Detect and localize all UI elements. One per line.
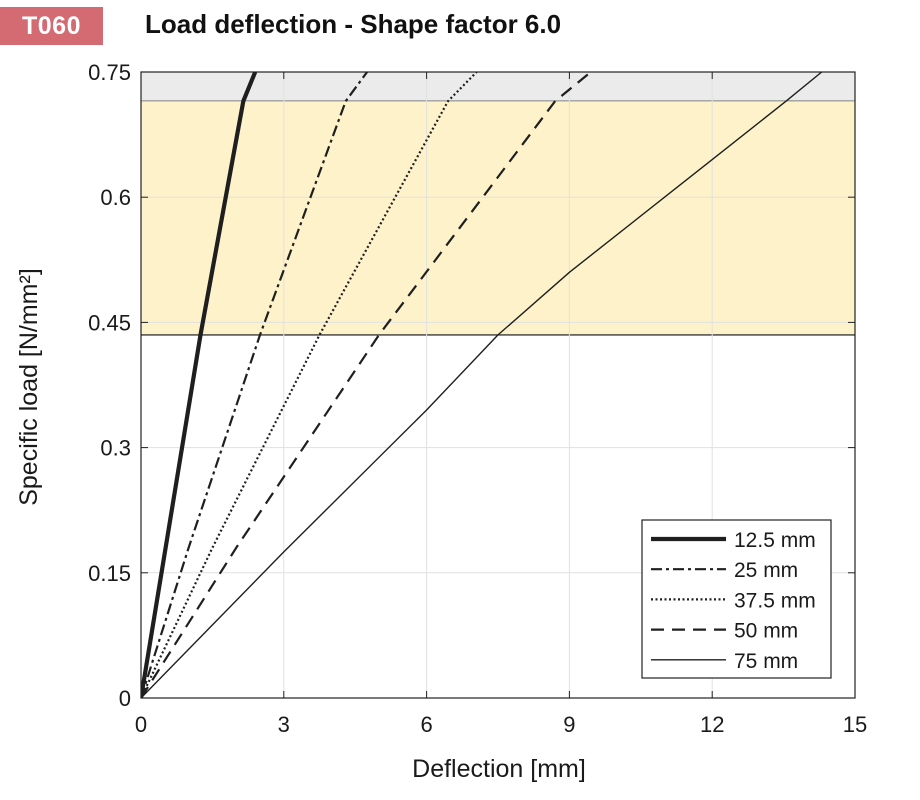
legend-label-1: 25 mm	[734, 559, 798, 582]
y-tick-label: 0.45	[88, 310, 131, 335]
y-tick-label: 0.15	[88, 561, 131, 586]
y-tick-label: 0.75	[88, 60, 131, 85]
y-tick-label: 0.3	[100, 436, 131, 461]
plot-frame	[140, 71, 856, 699]
series-line-2	[141, 72, 478, 698]
x-tick-label: 12	[700, 712, 724, 737]
x-tick-label: 0	[135, 712, 147, 737]
chart-title: Load deflection - Shape factor 6.0	[145, 9, 562, 39]
series-line-1	[141, 72, 368, 698]
series-line-0	[141, 72, 258, 698]
series-line-4	[141, 72, 823, 698]
x-tick-label: 9	[563, 712, 575, 737]
load-band-0	[141, 72, 855, 102]
x-tick-label: 15	[843, 712, 867, 737]
legend-label-2: 37.5 mm	[734, 589, 816, 612]
legend-label-0: 12.5 mm	[734, 529, 816, 552]
x-tick-label: 3	[278, 712, 290, 737]
series-line-3	[141, 72, 592, 698]
chart-id-badge: T060	[0, 7, 103, 45]
legend-label-4: 75 mm	[734, 650, 798, 673]
y-axis-label: Specific load [N/mm²]	[15, 268, 43, 506]
y-tick-label: 0	[119, 686, 131, 711]
x-tick-label: 6	[420, 712, 432, 737]
x-axis-label: Deflection [mm]	[412, 755, 586, 783]
legend-label-3: 50 mm	[734, 620, 798, 643]
y-tick-label: 0.6	[100, 185, 131, 210]
load-band-1	[141, 101, 855, 335]
